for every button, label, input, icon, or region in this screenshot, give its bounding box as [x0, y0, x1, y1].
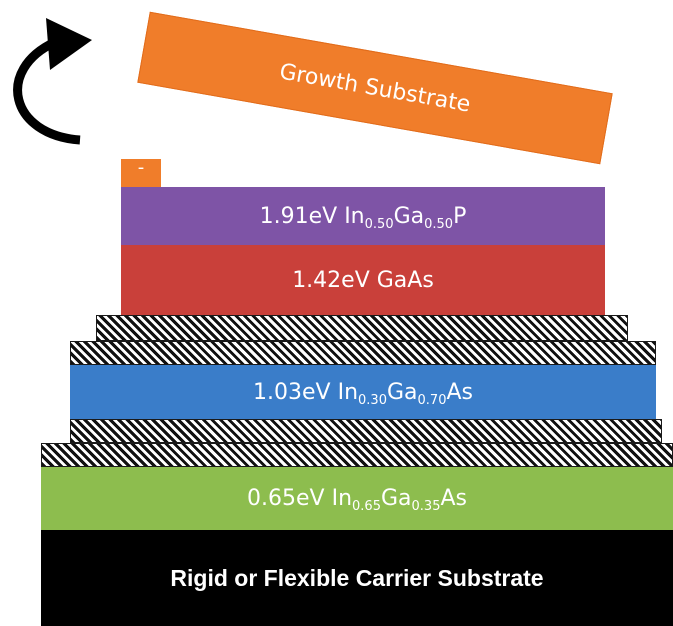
layer-ingaas-065-label: 0.65eV In0.65Ga0.35As: [247, 486, 467, 514]
carrier-substrate: Rigid or Flexible Carrier Substrate: [41, 530, 673, 626]
layer-ingaas-103: 1.03eV In0.30Ga0.70As: [70, 365, 656, 419]
hatched-layer: [70, 419, 662, 443]
layer-gaas-label: 1.42eV GaAs: [292, 267, 434, 293]
layer-ingap-label: 1.91eV In0.50Ga0.50P: [259, 203, 467, 232]
growth-substrate: Growth Substrate: [137, 11, 613, 165]
layer-ingaas-103-label: 1.03eV In0.30Ga0.70As: [253, 379, 473, 408]
carrier-substrate-label: Rigid or Flexible Carrier Substrate: [170, 564, 544, 591]
hatched-layer: [70, 341, 656, 365]
contact-tab: -: [121, 159, 161, 187]
rotate-arrow-icon: [13, 18, 92, 145]
hatched-layer: [41, 443, 673, 467]
growth-substrate-label: Growth Substrate: [277, 58, 473, 118]
layer-ingap: 1.91eV In0.50Ga0.50P: [121, 187, 605, 245]
layer-gaas: 1.42eV GaAs: [121, 245, 605, 315]
hatched-layer: [96, 315, 628, 341]
contact-label: -: [137, 157, 145, 178]
layer-ingaas-065: 0.65eV In0.65Ga0.35As: [41, 467, 673, 530]
